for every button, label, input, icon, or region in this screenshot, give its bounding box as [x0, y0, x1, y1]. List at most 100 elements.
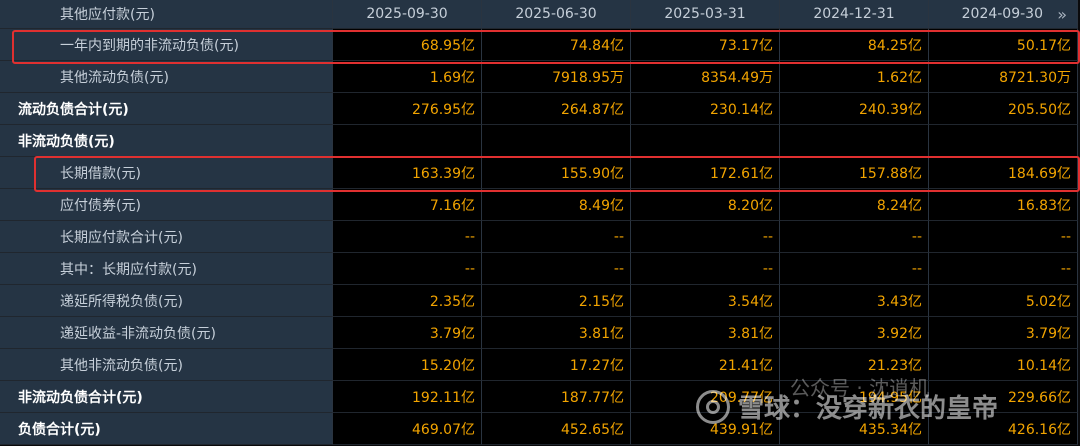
- double-chevron-right-icon[interactable]: »: [1057, 5, 1067, 24]
- row-value: 205.50亿: [929, 93, 1078, 125]
- row-value: 8721.30万: [929, 61, 1078, 93]
- row-value: 84.25亿: [780, 29, 929, 61]
- row-value: 8.20亿: [631, 189, 780, 221]
- row-value: 3.43亿: [780, 285, 929, 317]
- table-row: 负债合计(元) 469.07亿 452.65亿 439.91亿 435.34亿 …: [0, 413, 1080, 445]
- header-label: 其他应付款(元): [0, 0, 333, 29]
- row-value: [333, 125, 482, 157]
- row-value: 17.27亿: [482, 349, 631, 381]
- header-date-3[interactable]: 2025-03-31: [631, 0, 780, 29]
- row-value: 3.81亿: [482, 317, 631, 349]
- row-label: 递延所得税负债(元): [0, 285, 333, 317]
- row-value: --: [333, 253, 482, 285]
- row-value: 194.95亿: [780, 381, 929, 413]
- row-value: 3.79亿: [333, 317, 482, 349]
- row-value: --: [482, 253, 631, 285]
- row-value: 229.66亿: [929, 381, 1078, 413]
- row-value: 3.54亿: [631, 285, 780, 317]
- table-row: 长期应付款合计(元) -- -- -- -- --: [0, 221, 1080, 253]
- row-value: --: [929, 253, 1078, 285]
- table-row: 一年内到期的非流动负债(元) 68.95亿 74.84亿 73.17亿 84.2…: [0, 29, 1080, 61]
- row-value: 469.07亿: [333, 413, 482, 445]
- row-label: 递延收益-非流动负债(元): [0, 317, 333, 349]
- row-value: 264.87亿: [482, 93, 631, 125]
- row-value: [631, 125, 780, 157]
- row-value: 21.41亿: [631, 349, 780, 381]
- row-value: 240.39亿: [780, 93, 929, 125]
- row-value: 8354.49万: [631, 61, 780, 93]
- row-value: --: [482, 221, 631, 253]
- row-label: 应付债券(元): [0, 189, 333, 221]
- header-date-2[interactable]: 2025-06-30: [482, 0, 631, 29]
- row-value: --: [631, 253, 780, 285]
- watermark: 雪球：没穿新衣的皇帝: [696, 388, 998, 425]
- row-value: 163.39亿: [333, 157, 482, 189]
- row-value: 10.14亿: [929, 349, 1078, 381]
- row-value: 7918.95万: [482, 61, 631, 93]
- row-value: 16.83亿: [929, 189, 1078, 221]
- table-header-row: 其他应付款(元) 2025-09-30 2025-06-30 2025-03-3…: [0, 0, 1080, 29]
- row-value: 2.35亿: [333, 285, 482, 317]
- row-label: 其他非流动负债(元): [0, 349, 333, 381]
- row-label: 负债合计(元): [0, 413, 333, 445]
- row-value: 230.14亿: [631, 93, 780, 125]
- row-label: 其中：长期应付款(元): [0, 253, 333, 285]
- watermark-top-text: 公众号 · 沈逍机: [790, 376, 930, 400]
- header-date-1[interactable]: 2025-09-30: [333, 0, 482, 29]
- row-value: 5.02亿: [929, 285, 1078, 317]
- row-value: 435.34亿: [780, 413, 929, 445]
- row-value: 15.20亿: [333, 349, 482, 381]
- row-value: 68.95亿: [333, 29, 482, 61]
- row-label: 非流动负债合计(元): [0, 381, 333, 413]
- row-value: --: [780, 253, 929, 285]
- row-value: --: [631, 221, 780, 253]
- table-row: 非流动负债(元): [0, 125, 1080, 157]
- watermark-text: 雪球：没穿新衣的皇帝: [738, 394, 999, 424]
- row-value: 1.69亿: [333, 61, 482, 93]
- row-value: 184.69亿: [929, 157, 1078, 189]
- row-label: 一年内到期的非流动负债(元): [0, 29, 333, 61]
- row-value: 276.95亿: [333, 93, 482, 125]
- header-date-5-text: 2024-09-30: [961, 6, 1043, 22]
- row-value: 8.24亿: [780, 189, 929, 221]
- row-label: 长期应付款合计(元): [0, 221, 333, 253]
- row-value: [482, 125, 631, 157]
- row-value: 73.17亿: [631, 29, 780, 61]
- row-label: 长期借款(元): [0, 157, 333, 189]
- header-date-4[interactable]: 2024-12-31: [780, 0, 929, 29]
- table-row: 其中：长期应付款(元) -- -- -- -- --: [0, 253, 1080, 285]
- row-value: --: [333, 221, 482, 253]
- row-value: 3.92亿: [780, 317, 929, 349]
- table-row: 其他流动负债(元) 1.69亿 7918.95万 8354.49万 1.62亿 …: [0, 61, 1080, 93]
- row-value: --: [929, 221, 1078, 253]
- table-row: 递延收益-非流动负债(元) 3.79亿 3.81亿 3.81亿 3.92亿 3.…: [0, 317, 1080, 349]
- row-value: 157.88亿: [780, 157, 929, 189]
- row-value: 452.65亿: [482, 413, 631, 445]
- table-row: 递延所得税负债(元) 2.35亿 2.15亿 3.54亿 3.43亿 5.02亿: [0, 285, 1080, 317]
- row-value: 74.84亿: [482, 29, 631, 61]
- row-label: 流动负债合计(元): [0, 93, 333, 125]
- row-value: 8.49亿: [482, 189, 631, 221]
- row-value: 155.90亿: [482, 157, 631, 189]
- table-row: 应付债券(元) 7.16亿 8.49亿 8.20亿 8.24亿 16.83亿: [0, 189, 1080, 221]
- row-value: --: [780, 221, 929, 253]
- row-value: [780, 125, 929, 157]
- table-row: 流动负债合计(元) 276.95亿 264.87亿 230.14亿 240.39…: [0, 93, 1080, 125]
- row-value: [929, 125, 1078, 157]
- row-value: 172.61亿: [631, 157, 780, 189]
- snowball-logo-icon: [696, 389, 730, 424]
- row-value: 2.15亿: [482, 285, 631, 317]
- row-label: 其他流动负债(元): [0, 61, 333, 93]
- table-row: 长期借款(元) 163.39亿 155.90亿 172.61亿 157.88亿 …: [0, 157, 1080, 189]
- row-value: 1.62亿: [780, 61, 929, 93]
- row-value: 21.23亿: [780, 349, 929, 381]
- row-value: 50.17亿: [929, 29, 1078, 61]
- row-value: 192.11亿: [333, 381, 482, 413]
- row-value: 187.77亿: [482, 381, 631, 413]
- row-value: 3.81亿: [631, 317, 780, 349]
- row-value: 7.16亿: [333, 189, 482, 221]
- header-date-5[interactable]: 2024-09-30 »: [929, 0, 1078, 29]
- row-value: 3.79亿: [929, 317, 1078, 349]
- table-row: 其他非流动负债(元) 15.20亿 17.27亿 21.41亿 21.23亿 1…: [0, 349, 1080, 381]
